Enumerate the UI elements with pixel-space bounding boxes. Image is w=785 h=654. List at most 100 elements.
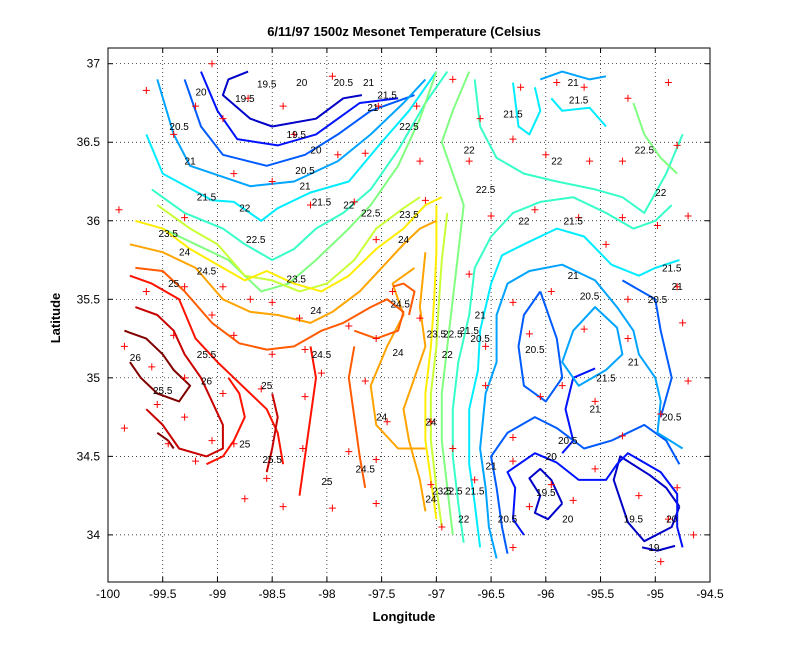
station-marker — [361, 149, 369, 157]
station-marker — [208, 437, 216, 445]
contour-line-24 — [402, 252, 427, 512]
station-marker — [279, 503, 287, 511]
station-marker — [192, 457, 200, 465]
y-axis-label: Latitude — [48, 293, 63, 344]
station-marker — [509, 434, 517, 442]
contour-line-22 — [151, 71, 449, 261]
station-marker — [241, 495, 249, 503]
station-marker — [350, 198, 358, 206]
contour-label: 22.5 — [361, 208, 381, 219]
station-marker — [416, 314, 424, 322]
station-marker — [553, 79, 561, 87]
contour-line-23-5 — [424, 205, 438, 520]
station-marker — [591, 465, 599, 473]
station-marker — [120, 342, 128, 350]
station-marker — [482, 382, 490, 390]
contour-label: 23.5 — [427, 329, 447, 340]
y-tick-label: 35 — [87, 371, 101, 385]
contour-line-20 — [506, 452, 684, 548]
station-marker — [416, 157, 424, 165]
station-marker — [624, 335, 632, 343]
station-marker — [525, 503, 533, 511]
station-markers — [115, 60, 698, 566]
station-marker — [219, 115, 227, 123]
station-marker — [345, 322, 353, 330]
contour-label: 21 — [299, 182, 311, 193]
contour-line-22 — [451, 196, 673, 543]
contour-label: 25.5 — [262, 455, 282, 466]
contour-line-21-5 — [512, 82, 542, 136]
chart-title: 6/11/97 1500z Mesonet Temperature (Celsi… — [267, 24, 541, 39]
station-marker — [624, 94, 632, 102]
station-marker — [624, 295, 632, 303]
station-marker — [372, 335, 380, 343]
station-marker — [471, 476, 479, 484]
contour-label: 22 — [551, 157, 563, 168]
station-marker — [192, 102, 200, 110]
x-tick-label: -96.5 — [477, 587, 505, 601]
contour-line-23 — [429, 212, 449, 528]
contour-line-21 — [561, 306, 624, 387]
station-marker — [684, 212, 692, 220]
station-marker — [673, 141, 681, 149]
contour-label: 22.5 — [246, 235, 266, 246]
contour-label: 24.5 — [312, 350, 332, 361]
contour-label: 25 — [321, 477, 333, 488]
contour-line-22-5 — [440, 71, 471, 536]
station-marker — [465, 270, 473, 278]
contour-label: 20 — [195, 87, 207, 98]
station-marker — [268, 178, 276, 185]
contour-label: 21.5 — [569, 95, 589, 106]
x-tick-label: -95.5 — [587, 587, 615, 601]
contour-line-21 — [479, 263, 684, 559]
contour-label: 20.5 — [334, 78, 354, 89]
contour-label: 21.5 — [662, 263, 682, 274]
contour-line-23-5 — [135, 196, 443, 293]
station-marker — [219, 390, 227, 398]
contour-line-19-5 — [612, 455, 681, 543]
contour-label: 19.5 — [257, 80, 277, 91]
station-marker — [487, 212, 495, 220]
station-marker — [673, 484, 681, 492]
x-tick-label: -98 — [318, 587, 336, 601]
station-marker — [427, 481, 435, 489]
contour-label: 21.5 — [459, 326, 479, 337]
contour-line-20-5 — [621, 279, 673, 418]
x-tick-label: -99.5 — [149, 587, 177, 601]
station-marker — [438, 523, 446, 531]
station-marker — [170, 331, 178, 339]
station-marker — [421, 196, 429, 204]
station-marker — [449, 445, 457, 452]
contour-label: 21.5 — [377, 91, 397, 102]
station-marker — [580, 325, 588, 333]
contour-label: 21.5 — [596, 373, 616, 384]
station-marker — [328, 504, 336, 512]
contour-label: 22.5 — [399, 122, 419, 133]
contour-line-21 — [156, 78, 427, 188]
contour-line-22-5 — [632, 102, 678, 175]
contour-label: 20.5 — [558, 436, 578, 447]
contour-line-20-5 — [183, 79, 415, 167]
station-marker — [306, 201, 314, 209]
station-marker — [542, 151, 550, 159]
station-marker — [664, 79, 672, 87]
station-marker — [476, 115, 484, 123]
station-marker — [345, 448, 353, 456]
x-tick-label: -98.5 — [259, 587, 287, 601]
station-marker — [170, 130, 178, 138]
x-axis-label: Longitude — [373, 609, 436, 624]
contour-label: 25 — [168, 279, 180, 290]
station-marker — [148, 363, 156, 371]
contour-label: 24 — [425, 494, 437, 505]
station-marker — [181, 214, 189, 222]
contour-line-19-5 — [221, 70, 363, 128]
station-marker — [413, 102, 421, 110]
station-marker — [120, 424, 128, 432]
station-marker — [525, 330, 533, 338]
station-marker — [361, 377, 369, 385]
station-marker — [618, 214, 626, 222]
contour-label: 20 — [666, 515, 678, 526]
contour-line-20-5 — [517, 290, 564, 403]
contour-label: 22 — [343, 201, 355, 212]
contour-label: 25.5 — [153, 386, 173, 397]
